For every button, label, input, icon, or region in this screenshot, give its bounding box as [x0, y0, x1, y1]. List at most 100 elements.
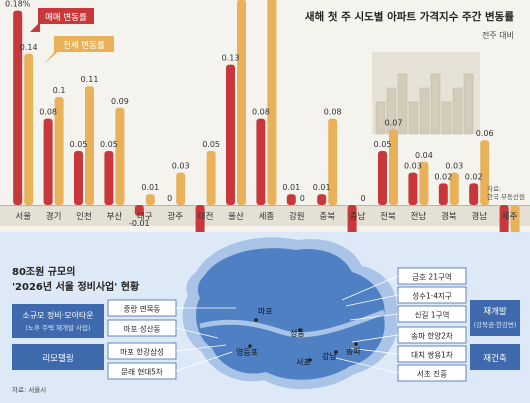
- value-label-jeonse-광주: 0.03: [172, 162, 190, 171]
- connector-line-2: [175, 344, 227, 352]
- building-block: [463, 73, 474, 135]
- project-label-right-4: 대치 쌍용1차: [411, 350, 453, 360]
- bar-jeonse-경기: [54, 97, 64, 205]
- bar-jeonse-경북: [449, 172, 459, 205]
- value-label-sale-전북: 0.05: [374, 140, 392, 149]
- category-axis-band: [0, 206, 530, 226]
- legend-label-sale: 매매 변동률: [45, 12, 87, 23]
- bar-sale-전남: [408, 172, 418, 205]
- chart-title: 새해 첫 주 시도별 아파트 가격지수 주간 변동률: [305, 10, 514, 23]
- map-source: 자료: 서울시: [12, 385, 46, 394]
- tick-label-충남: 충남: [350, 212, 366, 222]
- value-label-sale-충북: 0.01: [313, 183, 331, 192]
- category-box-reconstruction: [470, 344, 520, 370]
- map-title-line1: 80조원 규모의: [12, 265, 75, 278]
- category-box-redevelopment: [470, 300, 520, 336]
- tick-label-광주: 광주: [167, 211, 183, 222]
- bar-jeonse-서울: [24, 53, 34, 205]
- project-label-right-0: 금호 21구역: [412, 272, 452, 282]
- connector-line-4: [341, 275, 399, 301]
- bar-jeonse-전남: [419, 161, 429, 205]
- bar-sale-울산: [226, 64, 235, 205]
- bar-sale-대구: [134, 205, 144, 216]
- value-label-jeonse-대전: 0.05: [202, 140, 220, 149]
- bar-jeonse-세종: [267, 0, 277, 205]
- bar-sale-세종: [256, 118, 266, 205]
- project-label-right-5: 서초 진흥: [417, 369, 447, 379]
- building-block: [397, 73, 408, 135]
- tick-label-부산: 부산: [107, 211, 123, 222]
- value-label-jeonse-전남: 0.04: [415, 151, 433, 160]
- value-label-sale-인천: 0.05: [70, 140, 88, 149]
- bar-jeonse-전북: [389, 129, 398, 205]
- building-block: [452, 87, 463, 135]
- building-block: [408, 101, 419, 135]
- bar-sale-대전: [195, 205, 205, 232]
- project-label-3: 문래 현대5차: [121, 368, 163, 377]
- category-box-small-redevelopment: [12, 304, 104, 338]
- bar-sale-전북: [378, 151, 387, 205]
- legend-pointer-sale: [30, 22, 40, 32]
- value-label-sale-강원: 0.01: [282, 183, 300, 192]
- project-label-right-3: 송파 한양2차: [411, 332, 453, 341]
- tick-label-전남: 전남: [411, 211, 427, 222]
- district-label-4: 강남: [322, 351, 337, 361]
- chart-source-line1: 자료:: [487, 184, 501, 193]
- bar-jeonse-울산: [237, 0, 246, 205]
- district-dot-2: [248, 344, 252, 348]
- category-sublabel-small-redevelopment: (노후 주택 재개발 사업): [25, 323, 90, 332]
- category-label-remodeling: 리모델링: [42, 353, 73, 364]
- value-label-jeonse-서울: 0.14: [20, 43, 38, 52]
- value-label-sale-부산: 0.05: [100, 140, 118, 149]
- bar-jeonse-대구: [145, 194, 155, 205]
- project-label-2: 마포 한강삼성: [120, 347, 164, 357]
- han-river: [199, 309, 385, 338]
- legend-swatch-jeonse: [54, 36, 114, 52]
- tick-label-경북: 경북: [441, 211, 457, 222]
- tick-label-대전: 대전: [198, 211, 214, 222]
- tick-label-강원: 강원: [289, 211, 305, 222]
- tick-label-울산: 울산: [228, 211, 244, 222]
- connector-line-8: [347, 347, 399, 355]
- tick-label-대구: 대구: [137, 212, 153, 222]
- value-label-sale-경북: 0.02: [434, 172, 452, 181]
- building-block: [419, 87, 430, 135]
- tick-label-경기: 경기: [46, 211, 62, 222]
- connector-line-1: [175, 327, 219, 339]
- connector-line-3: [175, 351, 233, 372]
- value-label-jeonse-대구: 0.01: [141, 183, 159, 192]
- category-sublabel-redevelopment: (강북권·한강변): [473, 320, 516, 329]
- project-label-right-2: 신길 1구역: [415, 310, 450, 320]
- bar-jeonse-부산: [115, 107, 125, 205]
- building-block: [375, 101, 386, 135]
- legend-pointer-jeonse: [44, 50, 60, 64]
- chart-subtitle: 전주 대비: [482, 30, 514, 40]
- bar-jeonse-경남: [480, 140, 490, 205]
- bar-sale-충남: [347, 205, 357, 232]
- bar-sale-서울: [13, 10, 23, 205]
- category-label-reconstruction: 재건축: [483, 353, 507, 364]
- tick-label-인천: 인천: [76, 211, 92, 222]
- bar-sale-인천: [74, 151, 83, 205]
- district-dot-1: [298, 328, 302, 332]
- bar-jeonse-광주: [176, 172, 186, 205]
- connector-line-7: [351, 334, 399, 343]
- value-label-jeonse-강원: 0: [300, 194, 305, 203]
- value-label-jeonse-충남: 0: [361, 194, 366, 203]
- building-block: [430, 73, 441, 135]
- bar-jeonse-제주: [510, 205, 520, 232]
- bar-sale-강원: [286, 194, 296, 205]
- district-dot-4: [334, 350, 338, 354]
- project-label-0: 중랑 면목동: [124, 304, 161, 314]
- tick-label-경남: 경남: [471, 211, 487, 222]
- tick-label-제주: 제주: [502, 212, 518, 222]
- category-label-small-redevelopment: 소규모 정비·모아타운: [22, 310, 93, 320]
- district-label-2: 영등포: [236, 347, 258, 357]
- bar-sale-경북: [438, 183, 448, 205]
- category-box-remodeling: [12, 344, 104, 370]
- value-label-jeonse-전북: 0.07: [385, 118, 403, 127]
- tick-label-전북: 전북: [380, 211, 396, 222]
- project-label-right-1: 성수1·4지구: [412, 292, 452, 301]
